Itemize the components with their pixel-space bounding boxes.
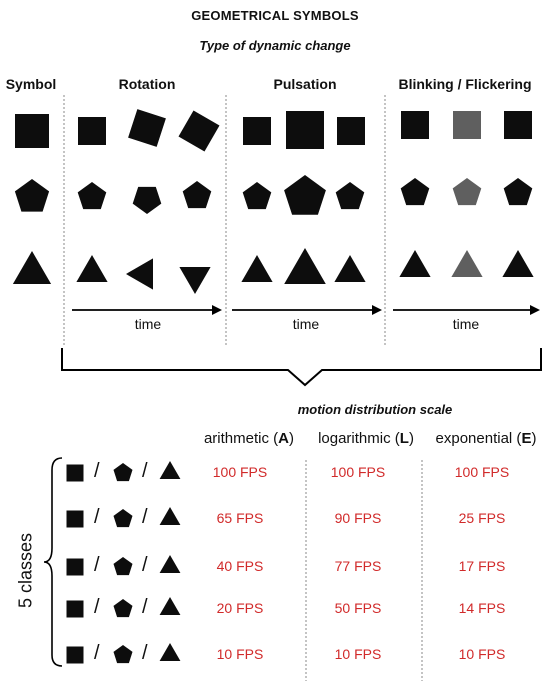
triangle-icon xyxy=(12,251,52,284)
fps-value: 100 FPS xyxy=(330,464,386,480)
fps-value: 77 FPS xyxy=(334,558,382,574)
fps-value: 10 FPS xyxy=(458,646,506,662)
separator-slash: / xyxy=(94,506,100,528)
arrow-right-icon xyxy=(372,305,382,315)
triangle-icon xyxy=(159,597,181,615)
pentagon-icon xyxy=(132,186,162,214)
triangle-icon xyxy=(159,643,181,661)
square-icon xyxy=(15,114,49,148)
method-header-exponential: exponential (E) xyxy=(435,430,537,447)
square-icon xyxy=(66,558,84,576)
pentagon-icon xyxy=(242,182,272,210)
triangle-icon xyxy=(159,507,181,525)
separator-slash: / xyxy=(94,460,100,482)
curly-brace-icon xyxy=(43,457,63,667)
pentagon-icon xyxy=(503,178,533,206)
square-icon xyxy=(78,117,106,145)
separator-slash: / xyxy=(142,642,148,664)
square-icon xyxy=(337,117,365,145)
fps-value: 25 FPS xyxy=(458,510,506,526)
square-icon xyxy=(66,510,84,528)
fps-value: 10 FPS xyxy=(334,646,382,662)
method-header-arithmetic: arithmetic (A) xyxy=(203,430,295,447)
method-header-logarithmic: logarithmic (L) xyxy=(318,430,414,447)
fps-value: 10 FPS xyxy=(216,646,264,662)
column-header-blinking: Blinking / Flickering xyxy=(398,76,532,92)
pentagon-icon xyxy=(113,645,133,664)
method-letter: L xyxy=(399,430,409,447)
arrow-right-icon xyxy=(212,305,222,315)
pentagon-icon xyxy=(113,509,133,528)
pentagon-icon xyxy=(113,463,133,482)
fps-value: 50 FPS xyxy=(334,600,382,616)
fps-value: 100 FPS xyxy=(454,464,510,480)
method-name: exponential xyxy=(435,430,513,447)
triangle-icon xyxy=(334,255,366,282)
triangle-icon xyxy=(126,258,153,290)
time-label-pulsation: time xyxy=(292,316,320,332)
square-icon xyxy=(504,111,532,139)
square-icon xyxy=(286,111,324,149)
triangle-icon xyxy=(284,248,326,284)
separator-slash: / xyxy=(94,642,100,664)
fps-value: 40 FPS xyxy=(216,558,264,574)
pentagon-icon xyxy=(335,182,365,210)
fps-value: 100 FPS xyxy=(212,464,268,480)
separator-slash: / xyxy=(142,596,148,618)
column-header-symbol: Symbol xyxy=(5,76,57,92)
triangle-icon xyxy=(502,250,534,277)
triangle-icon xyxy=(241,255,273,282)
method-letter: A xyxy=(278,430,290,447)
separator-slash: / xyxy=(94,596,100,618)
pentagon-icon xyxy=(284,175,326,215)
page-subtitle: Type of dynamic change xyxy=(199,38,351,53)
method-name: logarithmic xyxy=(318,430,391,447)
triangle-icon xyxy=(451,250,483,277)
page-title: GEOMETRICAL SYMBOLS xyxy=(191,8,359,23)
pentagon-icon xyxy=(182,181,212,209)
arrow-right-icon xyxy=(530,305,540,315)
separator-slash: / xyxy=(94,554,100,576)
bracket-icon xyxy=(61,348,542,387)
method-letter: E xyxy=(521,430,532,447)
pentagon-icon xyxy=(113,557,133,576)
square-icon xyxy=(243,117,271,145)
scale-title: motion distribution scale xyxy=(297,402,453,417)
separator-slash: / xyxy=(142,506,148,528)
time-label-blinking: time xyxy=(452,316,480,332)
column-header-pulsation: Pulsation xyxy=(273,76,337,92)
square-icon xyxy=(66,646,84,664)
fps-value: 65 FPS xyxy=(216,510,264,526)
pentagon-icon xyxy=(113,599,133,618)
pentagon-icon xyxy=(14,179,50,212)
square-icon xyxy=(128,109,166,147)
triangle-icon xyxy=(159,555,181,573)
time-label-rotation: time xyxy=(134,316,162,332)
triangle-icon xyxy=(399,250,431,277)
triangle-icon xyxy=(76,255,108,282)
square-icon xyxy=(66,600,84,618)
pentagon-icon xyxy=(452,178,482,206)
separator-slash: / xyxy=(142,460,148,482)
square-icon xyxy=(66,464,84,482)
method-name: arithmetic xyxy=(203,430,269,447)
pentagon-icon xyxy=(400,178,430,206)
fps-value: 90 FPS xyxy=(334,510,382,526)
triangle-icon xyxy=(179,267,211,294)
fps-value: 20 FPS xyxy=(216,600,264,616)
square-icon xyxy=(453,111,481,139)
fps-value: 17 FPS xyxy=(458,558,506,574)
column-header-rotation: Rotation xyxy=(118,76,176,92)
fps-value: 14 FPS xyxy=(458,600,506,616)
triangle-icon xyxy=(159,461,181,479)
separator-slash: / xyxy=(142,554,148,576)
pentagon-icon xyxy=(77,182,107,210)
square-icon xyxy=(401,111,429,139)
square-icon xyxy=(178,110,220,152)
